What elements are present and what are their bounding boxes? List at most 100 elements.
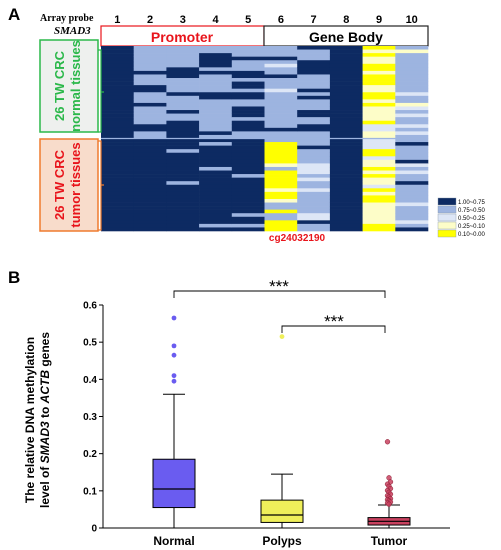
heatmap-cell xyxy=(166,74,200,79)
heatmap-cell xyxy=(231,67,265,72)
heatmap-cell xyxy=(264,227,298,232)
column-label: 3 xyxy=(180,14,186,26)
heatmap-cell xyxy=(297,85,331,89)
heatmap-cell xyxy=(264,198,298,203)
heatmap-cell xyxy=(231,177,265,182)
heatmap-cell xyxy=(231,134,265,139)
heatmap-cell xyxy=(101,60,134,65)
heatmap-cell xyxy=(297,99,331,104)
heatmap-cell xyxy=(329,49,363,54)
heatmap-cell xyxy=(101,74,134,79)
heatmap-cell xyxy=(101,206,134,210)
heatmap-cell xyxy=(101,67,134,72)
heatmap-cell xyxy=(362,53,396,57)
heatmap-cell xyxy=(133,95,167,100)
box-iqr xyxy=(152,458,196,509)
heatmap-cell xyxy=(101,70,134,75)
heatmap-cell xyxy=(166,156,200,161)
x-tick-label: Polyps xyxy=(262,534,302,548)
legend-label: 0.75~0.50 xyxy=(458,208,486,214)
heatmap-cell xyxy=(395,156,429,161)
heatmap-cell xyxy=(297,124,331,129)
heatmap-cell xyxy=(133,198,167,203)
heatmap-cell xyxy=(264,134,298,139)
heatmap-cell xyxy=(395,67,429,72)
heatmap-cell xyxy=(199,216,233,221)
heatmap-cell xyxy=(297,74,331,79)
heatmap-cell xyxy=(395,63,429,68)
heatmap-cell xyxy=(362,156,396,161)
heatmap-cell xyxy=(297,223,331,228)
heatmap-cell xyxy=(395,195,429,200)
heatmap-cell xyxy=(166,213,200,218)
y-axis-title-part-3: genes xyxy=(38,332,52,370)
heatmap-cell xyxy=(264,88,298,93)
heatmap-cell xyxy=(133,131,167,136)
heatmap-cell xyxy=(329,209,363,214)
heatmap-cell xyxy=(395,206,429,210)
heatmap-cell xyxy=(133,127,167,132)
legend-label: 1.00~0.75 xyxy=(458,200,486,206)
heatmap-cell xyxy=(231,202,265,207)
heatmap-cell xyxy=(101,202,134,207)
x-tick-label: Normal xyxy=(153,534,194,548)
heatmap-cell xyxy=(133,92,167,97)
heatmap-cell xyxy=(231,63,265,68)
heatmap-cell xyxy=(199,170,233,175)
heatmap-cell xyxy=(166,124,200,129)
heatmap-cell xyxy=(166,63,200,68)
heatmap-cell xyxy=(166,92,200,97)
heatmap-cell xyxy=(231,191,265,196)
heatmap-cell xyxy=(297,117,331,122)
heatmap-cell xyxy=(264,152,298,157)
y-axis-title-line-2: level of SMAD3 to ACTB genes xyxy=(38,332,52,508)
heatmap-cell xyxy=(329,213,363,218)
heatmap-cell xyxy=(264,170,298,175)
heatmap-cell xyxy=(199,206,233,210)
normal-bracket xyxy=(98,49,104,133)
heatmap-cell xyxy=(362,227,396,232)
heatmap-cell xyxy=(166,198,200,203)
y-axis-title-line-1: The relative DNA methylation xyxy=(23,337,37,503)
heatmap-cell xyxy=(362,88,396,93)
heatmap-cell xyxy=(101,134,134,139)
heatmap-cell xyxy=(101,149,134,154)
heatmap-cell xyxy=(264,78,298,82)
box-polyps xyxy=(260,334,304,528)
heatmap-cell xyxy=(362,95,396,100)
heatmap-cell xyxy=(166,56,200,61)
heatmap-cell xyxy=(101,177,134,182)
heatmap-cell xyxy=(166,181,200,186)
heatmap-cell xyxy=(297,49,331,54)
heatmap-cell xyxy=(297,149,331,154)
heatmap-cell xyxy=(264,220,298,225)
heatmap-cell xyxy=(329,220,363,225)
heatmap-cell xyxy=(166,174,200,178)
heatmap-cell xyxy=(395,56,429,61)
heatmap-cell xyxy=(395,191,429,196)
heatmap-cell xyxy=(231,60,265,65)
heatmap-cell xyxy=(329,81,363,86)
heatmap-cell xyxy=(362,138,396,143)
heatmap-cell xyxy=(133,124,167,129)
heatmap-cell xyxy=(199,70,233,75)
heatmap-cell xyxy=(297,70,331,75)
heatmap-cell xyxy=(133,188,167,193)
highlight-probe-label: cg24032190 xyxy=(269,233,326,244)
legend-swatch xyxy=(437,221,457,230)
heatmap-cell xyxy=(362,202,396,207)
heatmap-cell xyxy=(264,213,298,218)
heatmap-cell xyxy=(362,117,396,122)
heatmap-cell xyxy=(395,149,429,154)
heatmap-cell xyxy=(133,102,167,107)
heatmap-cell xyxy=(231,106,265,111)
heatmap-cell xyxy=(231,223,265,228)
legend-label: 0.25~0.10 xyxy=(458,224,486,230)
heatmap-cell xyxy=(133,74,167,79)
heatmap-cell xyxy=(329,195,363,200)
significance-normal-tumor: *** xyxy=(269,277,289,296)
heatmap-cell xyxy=(101,81,134,86)
y-axis-title: The relative DNA methylation level of SM… xyxy=(23,332,52,508)
heatmap-cell xyxy=(362,149,396,154)
tumor-group-label-1: 26 TW CRC xyxy=(52,149,67,220)
